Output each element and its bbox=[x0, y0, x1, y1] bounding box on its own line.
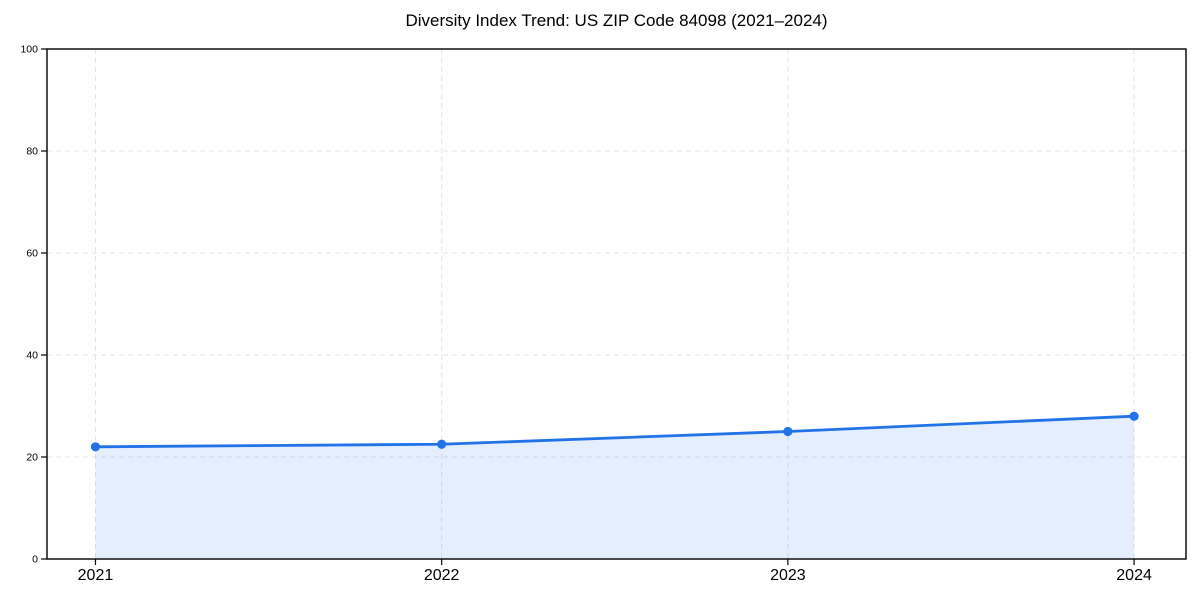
chart-title: Diversity Index Trend: US ZIP Code 84098… bbox=[405, 11, 828, 30]
x-tick-label-2022: 2022 bbox=[424, 567, 460, 584]
data-point-2022 bbox=[437, 439, 447, 449]
x-tick-label-2024: 2024 bbox=[1116, 567, 1152, 584]
data-point-2021 bbox=[90, 442, 101, 452]
y-tick-label-40: 40 bbox=[26, 350, 38, 362]
plot-border bbox=[46, 48, 1187, 560]
x-tick-label-2021: 2021 bbox=[78, 567, 114, 584]
y-tick-label-20: 20 bbox=[26, 452, 38, 464]
area-fill bbox=[95, 416, 1135, 559]
data-point-2024 bbox=[1129, 411, 1139, 421]
x-tick-label-2023: 2023 bbox=[770, 567, 806, 584]
trend-line bbox=[94, 414, 1136, 449]
data-point-2023 bbox=[783, 426, 793, 437]
y-tick-label-80: 80 bbox=[26, 146, 38, 158]
y-tick-label-60: 60 bbox=[26, 248, 38, 260]
y-tick-label-0: 0 bbox=[32, 554, 38, 566]
y-tick-label-100: 100 bbox=[20, 44, 38, 56]
